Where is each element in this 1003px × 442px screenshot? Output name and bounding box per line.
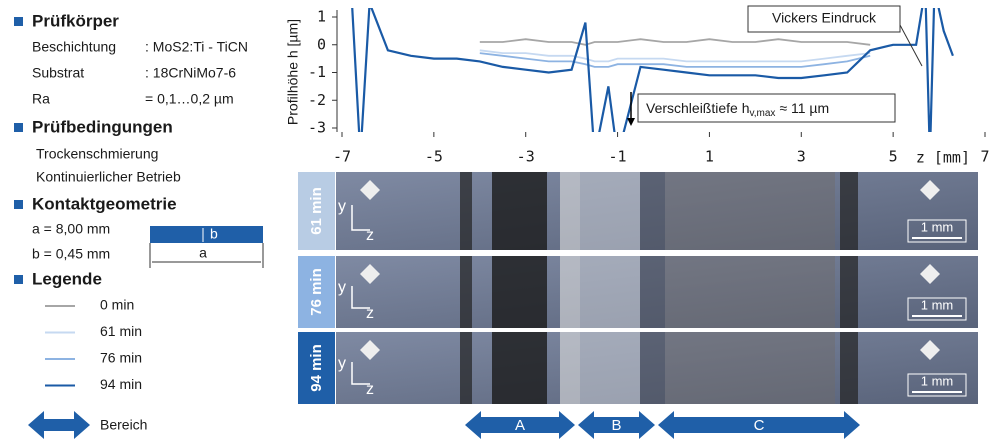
region-label: A bbox=[515, 417, 525, 434]
wear-band bbox=[492, 256, 547, 328]
y-axis-label: Profilhöhe h [µm] bbox=[285, 19, 301, 125]
wear-band bbox=[460, 256, 472, 328]
heading: Prüfkörper bbox=[32, 11, 119, 30]
wear-band bbox=[640, 172, 665, 250]
wear-band bbox=[560, 332, 580, 404]
series-line bbox=[480, 39, 870, 45]
annotation-part: ≈ 11 µm bbox=[779, 100, 829, 116]
wear-band bbox=[460, 172, 472, 250]
diagram-label: a bbox=[199, 245, 207, 261]
wear-band bbox=[460, 332, 472, 404]
row-value: = 0,1…0,2 µm bbox=[145, 91, 234, 107]
row-label: Substrat bbox=[32, 65, 84, 81]
bullet bbox=[14, 17, 23, 26]
x-tick-label: 3 bbox=[797, 148, 806, 166]
diagram-label: b bbox=[210, 226, 218, 242]
legend-label: 0 min bbox=[100, 297, 134, 313]
wear-band bbox=[560, 172, 580, 250]
x-tick-label: 1 bbox=[705, 148, 714, 166]
range-arrow bbox=[28, 411, 90, 439]
left-panel: Prüfkörper Beschichtung : MoS2:Ti - TiCN… bbox=[14, 11, 263, 439]
line: Trockenschmierung bbox=[36, 146, 158, 162]
row-value: : MoS2:Ti - TiCN bbox=[145, 39, 248, 55]
bullet bbox=[14, 200, 23, 209]
wear-band bbox=[840, 332, 858, 404]
legend-label: 94 min bbox=[100, 376, 142, 392]
wear-band bbox=[640, 332, 665, 404]
wear-band bbox=[492, 332, 547, 404]
wear-band bbox=[580, 256, 640, 328]
y-tick-label: -2 bbox=[308, 91, 326, 109]
axis-symbol: y bbox=[338, 355, 346, 372]
bullet bbox=[14, 275, 23, 284]
axis-symbol: y bbox=[338, 279, 346, 296]
legend-label: 61 min bbox=[100, 323, 142, 339]
heading: Kontaktgeometrie bbox=[32, 194, 177, 213]
row-label: Beschichtung bbox=[32, 39, 116, 55]
wear-band bbox=[580, 332, 640, 404]
heading: Prüfbedingungen bbox=[32, 117, 173, 136]
x-tick-label: -3 bbox=[517, 148, 535, 166]
scale-label: 1 mm bbox=[921, 297, 954, 312]
wear-band bbox=[492, 172, 547, 250]
annotation-part: v,max bbox=[750, 108, 776, 119]
annotation-part: Verschleißtiefe h bbox=[646, 100, 750, 116]
y-tick-label: -3 bbox=[308, 119, 326, 137]
wear-band bbox=[560, 256, 580, 328]
y-tick-label: -1 bbox=[308, 63, 326, 81]
wear-band bbox=[665, 256, 835, 328]
axis-symbol: y bbox=[338, 198, 346, 215]
y-tick-label: 0 bbox=[317, 35, 326, 53]
region-label: C bbox=[754, 417, 765, 434]
x-tick-label: -7 bbox=[333, 148, 351, 166]
x-tick-label: -1 bbox=[609, 148, 627, 166]
legend-label: 76 min bbox=[100, 350, 142, 366]
x-tick-label: 7 bbox=[980, 148, 989, 166]
heading: Legende bbox=[32, 269, 102, 288]
y-tick-label: 1 bbox=[317, 8, 326, 26]
row-value: : 18CrNiMo7-6 bbox=[145, 65, 236, 81]
image-label: 76 min bbox=[308, 268, 325, 316]
row-label: Ra bbox=[32, 91, 50, 107]
wear-band bbox=[580, 172, 640, 250]
region-label: B bbox=[611, 417, 621, 434]
page: {"panel": {"sections": [ {"heading": "Pr… bbox=[0, 0, 1003, 442]
line: a = 8,00 mm bbox=[32, 221, 110, 237]
x-tick-label: -5 bbox=[425, 148, 443, 166]
annotation: Vickers Eindruck bbox=[772, 10, 877, 26]
bullet bbox=[14, 123, 23, 132]
image-label: 94 min bbox=[308, 344, 325, 392]
wear-band bbox=[840, 256, 858, 328]
range-label: Bereich bbox=[100, 417, 147, 433]
wear-band bbox=[665, 332, 835, 404]
contact-strip bbox=[150, 226, 263, 243]
x-tick-label: 5 bbox=[889, 148, 898, 166]
wear-band bbox=[665, 172, 835, 250]
figure: Prüfkörper Beschichtung : MoS2:Ti - TiCN… bbox=[0, 0, 1003, 442]
scale-label: 1 mm bbox=[921, 219, 954, 234]
scale-label: 1 mm bbox=[921, 373, 954, 388]
x-axis-label: z [mm] bbox=[916, 149, 970, 167]
line: b = 0,45 mm bbox=[32, 246, 110, 262]
depth-arrow bbox=[627, 118, 635, 126]
line: Kontinuierlicher Betrieb bbox=[36, 169, 181, 185]
image-label: 61 min bbox=[308, 187, 325, 235]
wear-band bbox=[640, 256, 665, 328]
wear-band bbox=[840, 172, 858, 250]
